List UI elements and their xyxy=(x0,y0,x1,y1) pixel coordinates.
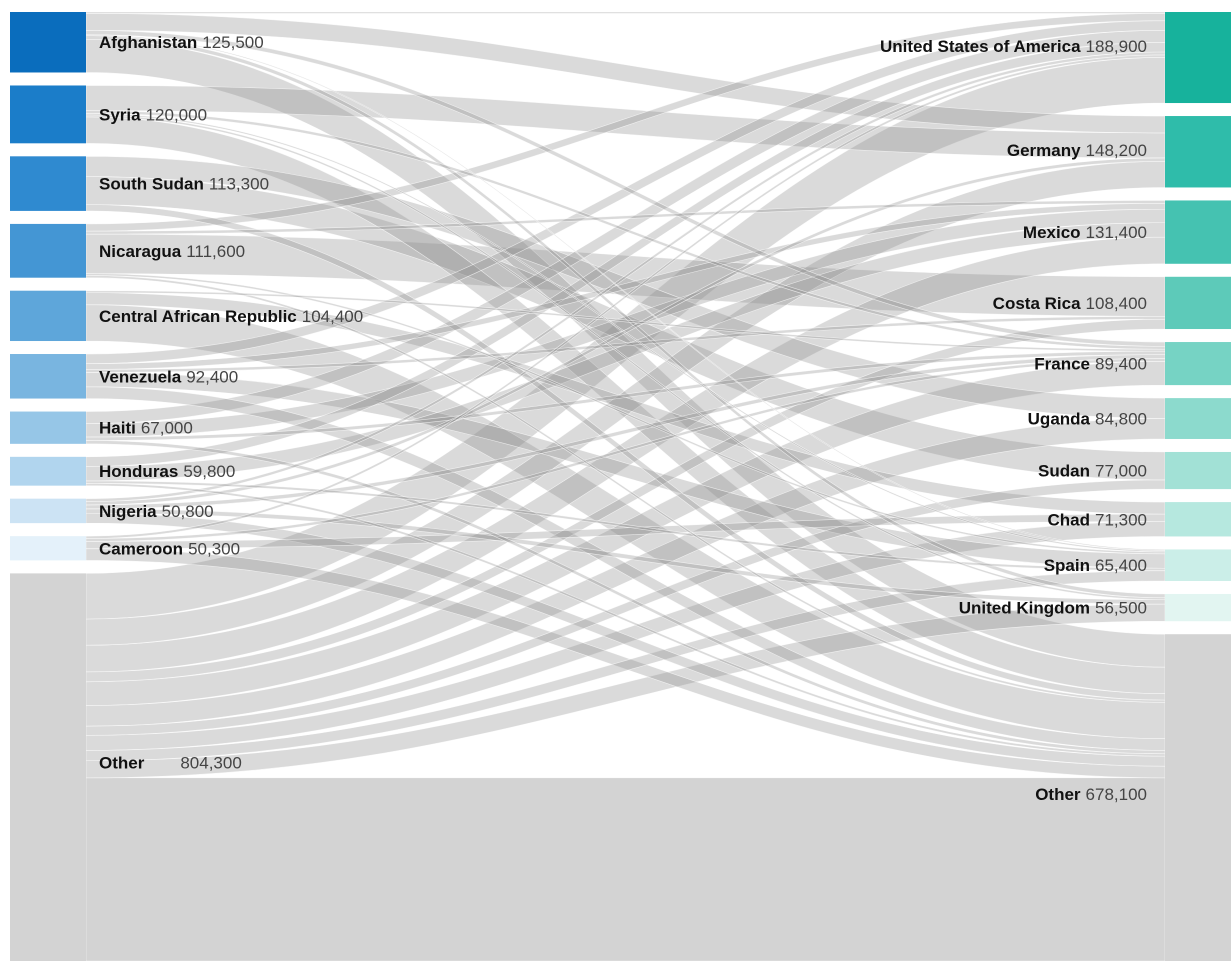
flow-links xyxy=(85,11,1166,961)
source-label-name: Afghanistan xyxy=(99,33,197,52)
source-node-nicaragua xyxy=(10,223,86,278)
target-label-germany: Germany 148,200 xyxy=(1007,141,1147,160)
source-label-name: Central African Republic xyxy=(99,307,297,326)
target-label-uganda: Uganda 84,800 xyxy=(1028,410,1147,429)
target-label-france: France 89,400 xyxy=(1034,355,1147,374)
source-node-central-african-republic xyxy=(10,290,86,342)
target-node-sudan xyxy=(1165,451,1231,490)
target-label-value: 71,300 xyxy=(1095,510,1147,529)
flow-afghanistan-to-united-states-of-america xyxy=(85,11,1166,14)
source-label-value: 92,400 xyxy=(186,367,238,386)
target-node-france xyxy=(1165,342,1231,386)
source-label-haiti: Haiti 67,000 xyxy=(99,419,193,438)
source-label-value: 804,300 xyxy=(180,753,241,772)
source-node-haiti xyxy=(10,411,86,444)
target-node-spain xyxy=(1165,549,1231,581)
source-node-nigeria xyxy=(10,498,86,524)
target-node-mexico xyxy=(1165,200,1231,264)
source-label-south-sudan: South Sudan 113,300 xyxy=(99,175,269,194)
target-label-value: 89,400 xyxy=(1095,355,1147,374)
target-label-chad: Chad 71,300 xyxy=(1048,510,1148,529)
target-label-costa-rica: Costa Rica 108,400 xyxy=(993,294,1147,313)
source-label-name: Venezuela xyxy=(99,367,182,386)
target-label-other: Other 678,100 xyxy=(1035,785,1147,804)
target-label-name: United Kingdom xyxy=(959,599,1090,618)
source-node-syria xyxy=(10,85,86,144)
target-node-chad xyxy=(1165,502,1231,537)
source-label-value: 50,300 xyxy=(188,539,240,558)
source-label-name: South Sudan xyxy=(99,175,204,194)
source-label-value: 111,600 xyxy=(186,242,245,261)
target-node-germany xyxy=(1165,116,1231,188)
source-label-value: 59,800 xyxy=(183,462,235,481)
source-node-honduras xyxy=(10,456,86,486)
source-label-venezuela: Venezuela 92,400 xyxy=(99,367,238,386)
target-label-name: Costa Rica xyxy=(993,294,1081,313)
source-node-venezuela xyxy=(10,354,86,399)
target-label-name: United States of America xyxy=(880,37,1081,56)
target-label-name: Uganda xyxy=(1028,410,1091,429)
target-node-other xyxy=(1165,634,1231,961)
target-label-name: Other xyxy=(1035,785,1081,804)
source-label-name: Syria xyxy=(99,105,141,124)
target-label-value: 108,400 xyxy=(1086,294,1147,313)
target-label-mexico: Mexico 131,400 xyxy=(1023,223,1147,242)
target-label-name: Chad xyxy=(1048,510,1091,529)
source-label-name: Haiti xyxy=(99,419,136,438)
target-label-value: 77,000 xyxy=(1095,462,1147,481)
source-label-name: Cameroon xyxy=(99,539,183,558)
target-label-name: Germany xyxy=(1007,141,1081,160)
target-label-united-kingdom: United Kingdom 56,500 xyxy=(959,599,1147,618)
target-node-united-kingdom xyxy=(1165,593,1231,622)
source-label-central-african-republic: Central African Republic 104,400 xyxy=(99,307,363,326)
target-label-value: 131,400 xyxy=(1086,223,1147,242)
source-label-value: 120,000 xyxy=(146,105,207,124)
source-node-afghanistan xyxy=(10,12,86,73)
source-label-other: Other 804,300 xyxy=(99,753,242,772)
nodes xyxy=(10,12,1231,961)
source-label-name: Nigeria xyxy=(99,502,157,521)
source-label-nigeria: Nigeria 50,800 xyxy=(99,502,214,521)
target-label-spain: Spain 65,400 xyxy=(1044,556,1147,575)
source-label-honduras: Honduras 59,800 xyxy=(99,462,235,481)
target-node-united-states-of-america xyxy=(1165,12,1231,104)
node-labels: Afghanistan 125,500 Syria 120,000 South Suda… xyxy=(99,33,1147,804)
target-label-value: 65,400 xyxy=(1095,556,1147,575)
target-label-sudan: Sudan 77,000 xyxy=(1038,462,1147,481)
target-label-name: Spain xyxy=(1044,556,1090,575)
flow-other-to-other xyxy=(85,777,1166,961)
target-label-value: 56,500 xyxy=(1095,599,1147,618)
target-label-value: 678,100 xyxy=(1086,785,1147,804)
target-node-costa-rica xyxy=(1165,276,1231,330)
source-label-name: Other xyxy=(99,753,145,772)
target-label-united-states-of-america: United States of America 188,900 xyxy=(880,37,1147,56)
target-label-value: 188,900 xyxy=(1086,37,1147,56)
source-label-nicaragua: Nicaragua 111,600 xyxy=(99,242,245,261)
target-label-value: 84,800 xyxy=(1095,410,1147,429)
source-label-value: 125,500 xyxy=(202,33,263,52)
source-node-cameroon xyxy=(10,536,86,561)
flow-other-to-spain xyxy=(85,570,1166,762)
source-label-name: Honduras xyxy=(99,462,178,481)
target-label-name: Sudan xyxy=(1038,462,1090,481)
source-label-value: 113,300 xyxy=(209,175,269,194)
source-label-afghanistan: Afghanistan 125,500 xyxy=(99,33,264,52)
source-label-syria: Syria 120,000 xyxy=(99,105,207,124)
target-node-uganda xyxy=(1165,398,1231,439)
source-label-name: Nicaragua xyxy=(99,242,182,261)
target-label-name: Mexico xyxy=(1023,223,1081,242)
source-label-value: 50,800 xyxy=(162,502,214,521)
source-label-cameroon: Cameroon 50,300 xyxy=(99,539,240,558)
source-label-value: 104,400 xyxy=(302,307,363,326)
source-node-south-sudan xyxy=(10,156,86,211)
source-label-value: 67,000 xyxy=(141,419,193,438)
target-label-name: France xyxy=(1034,355,1090,374)
target-label-value: 148,200 xyxy=(1086,141,1147,160)
source-node-other xyxy=(10,573,86,961)
